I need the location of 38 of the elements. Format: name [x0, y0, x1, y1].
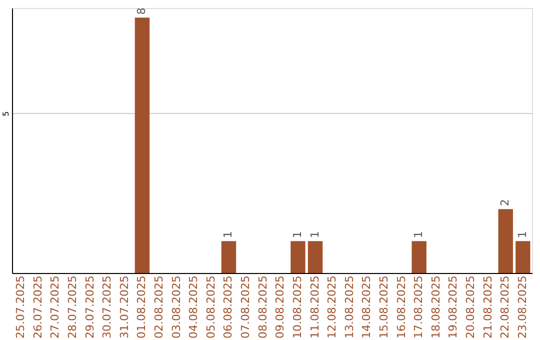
x-tick-label: 14.08.2025	[360, 276, 374, 338]
data-label: 1	[412, 231, 426, 238]
data-label: 1	[222, 231, 235, 238]
x-tick-label: 22.08.2025	[498, 276, 512, 338]
x-tick-label: 08.08.2025	[256, 276, 270, 338]
data-label: 8	[135, 8, 148, 15]
x-tick-label: 15.08.2025	[377, 276, 390, 338]
x-tick-label: 04.08.2025	[187, 276, 200, 338]
x-tick-label: 30.07.2025	[100, 276, 114, 338]
x-tick-label: 23.08.2025	[516, 276, 529, 338]
x-tick-label: 11.08.2025	[308, 276, 322, 338]
x-tick-label: 18.08.2025	[429, 276, 442, 338]
x-tick-label: 20.08.2025	[464, 276, 477, 338]
x-tick-label: 31.07.2025	[118, 276, 131, 338]
data-label: 1	[290, 231, 304, 238]
x-tick-label: 27.07.2025	[48, 276, 62, 338]
x-tick-label: 10.08.2025	[290, 276, 304, 338]
x-tick-label: 21.08.2025	[481, 276, 494, 338]
data-label: 1	[516, 231, 529, 238]
x-tick-label: 17.08.2025	[412, 276, 426, 338]
x-tick-label: 25.07.2025	[14, 276, 28, 338]
x-tick-label: 12.08.2025	[326, 276, 339, 338]
x-tick-label: 16.08.2025	[394, 276, 408, 338]
x-tick-label: 05.08.2025	[204, 276, 218, 338]
x-tick-label: 29.07.2025	[83, 276, 96, 338]
x-tick-label: 26.07.2025	[31, 276, 44, 338]
x-tick-label: 28.07.2025	[66, 276, 79, 338]
x-tick-label: 06.08.2025	[222, 276, 235, 338]
x-tick-label: 19.08.2025	[446, 276, 460, 338]
x-tick-label: 07.08.2025	[239, 276, 252, 338]
x-tick-label: 09.08.2025	[274, 276, 287, 338]
x-tick-label: 03.08.2025	[170, 276, 183, 338]
x-tick-label: 02.08.2025	[152, 276, 166, 338]
x-tick-label: 01.08.2025	[135, 276, 148, 338]
data-label: 1	[308, 231, 322, 238]
y-tick-label: 5	[2, 111, 10, 116]
data-label: 2	[498, 199, 512, 206]
x-tick-label: 13.08.2025	[342, 276, 356, 338]
